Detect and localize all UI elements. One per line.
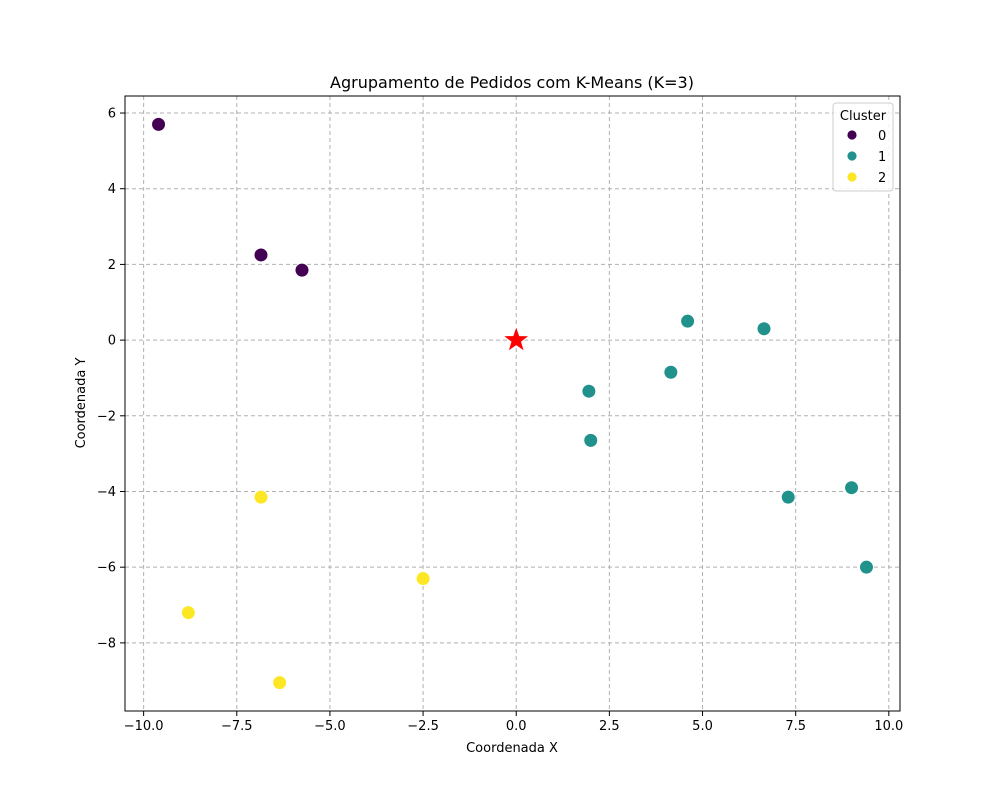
data-point xyxy=(756,321,772,337)
data-point xyxy=(294,262,310,278)
y-tick-label: 0 xyxy=(108,334,116,349)
y-tick-label: −8 xyxy=(97,636,116,651)
legend-box xyxy=(832,102,894,192)
y-tick-label: −2 xyxy=(97,409,116,424)
x-tick-label: 7.5 xyxy=(785,719,806,734)
data-point xyxy=(180,605,196,621)
legend: Cluster 0 1 2 xyxy=(832,102,894,192)
x-tick-label: 10.0 xyxy=(874,719,903,734)
series-cluster-1 xyxy=(581,313,874,575)
data-point xyxy=(272,675,288,691)
x-tick-label: 0.0 xyxy=(506,719,527,734)
series-cluster-0 xyxy=(151,116,310,278)
data-point xyxy=(663,364,679,380)
legend-label-cluster-2: 2 xyxy=(878,171,886,186)
data-points xyxy=(151,116,874,691)
data-point xyxy=(151,116,167,132)
legend-marker-cluster-1 xyxy=(846,150,858,162)
legend-label-cluster-0: 0 xyxy=(878,129,886,144)
data-point xyxy=(253,489,269,505)
x-axis-label: Coordenada X xyxy=(466,741,558,756)
x-tick-label: −5.0 xyxy=(314,719,346,734)
data-point xyxy=(415,571,431,587)
data-point xyxy=(858,559,874,575)
y-tick-label: 2 xyxy=(108,258,116,273)
y-tick-label: −4 xyxy=(97,485,116,500)
axis-ticks: −10.0 −7.5 −5.0 −2.5 0.0 2.5 5.0 7.5 10.0 −8 −6 −4 −… xyxy=(97,107,903,734)
series-cluster-2 xyxy=(180,489,431,691)
legend-marker-cluster-2 xyxy=(846,171,858,183)
x-tick-label: −7.5 xyxy=(221,719,253,734)
x-tick-label: −10.0 xyxy=(124,719,164,734)
data-point xyxy=(253,247,269,263)
data-point xyxy=(581,383,597,399)
data-point xyxy=(844,480,860,496)
legend-marker-cluster-0 xyxy=(846,129,858,141)
legend-title: Cluster xyxy=(840,109,887,124)
x-tick-label: −2.5 xyxy=(407,719,439,734)
y-axis-label: Coordenada Y xyxy=(74,358,89,449)
y-tick-label: 4 xyxy=(108,182,116,197)
chart-title: Agrupamento de Pedidos com K-Means (K=3) xyxy=(330,73,694,92)
plot-area-frame xyxy=(124,95,901,712)
x-tick-label: 5.0 xyxy=(692,719,713,734)
y-tick-label: 6 xyxy=(108,107,116,122)
star-marker xyxy=(501,324,531,353)
y-tick-label: −6 xyxy=(97,561,116,576)
data-point xyxy=(780,489,796,505)
data-point xyxy=(583,432,599,448)
x-tick-label: 2.5 xyxy=(599,719,620,734)
legend-label-cluster-1: 1 xyxy=(878,150,886,165)
data-point xyxy=(680,313,696,329)
grid xyxy=(125,96,900,711)
